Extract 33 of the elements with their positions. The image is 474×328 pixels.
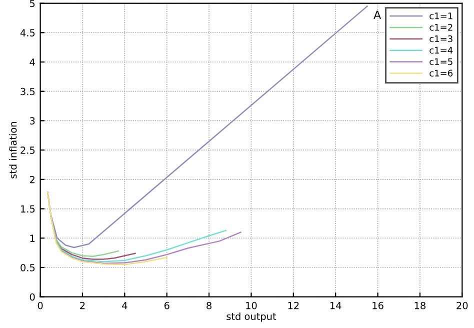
y-axis-title: std inflation [9, 122, 17, 178]
x-tick-label: 6 [164, 302, 170, 310]
x-tick-label: 12 [288, 302, 299, 310]
line-series [47, 192, 168, 266]
annotation: A [374, 10, 382, 19]
y-tick-label: 2.5 [20, 146, 35, 154]
x-tick-label: 20 [456, 302, 468, 310]
y-tick-label: 4 [30, 58, 35, 66]
legend-label: c1=2 [430, 24, 452, 31]
y-tick-label: 0 [30, 293, 35, 301]
x-tick-label: 18 [414, 302, 426, 310]
y-tick-label: 3.5 [20, 88, 35, 96]
y-tick-label: 0.5 [20, 264, 35, 272]
legend-label: c1=1 [430, 12, 452, 20]
y-tick-label: 1 [30, 234, 35, 242]
y-tick-label: 3 [30, 117, 35, 125]
legend-label: c1=5 [430, 58, 452, 66]
x-tick-label: 2 [80, 302, 85, 310]
y-tick-label: 2 [30, 176, 34, 184]
y-tick-label: 1.5 [21, 205, 35, 213]
x-tick-label: 14 [330, 302, 342, 310]
x-axis-title: std output [226, 312, 276, 322]
x-tick-label: 8 [206, 302, 212, 310]
x-tick-label: 4 [122, 302, 128, 310]
legend-label: c1=4 [430, 46, 453, 54]
x-tick-label: 0 [38, 302, 43, 310]
x-tick-label: 16 [372, 302, 384, 310]
line-series [47, 6, 368, 248]
legend-label: c1=6 [430, 70, 453, 77]
y-tick-label: 4.5 [20, 29, 35, 36]
legend-label: c1=3 [430, 35, 452, 42]
y-tick-label: 5 [30, 0, 35, 8]
x-tick-label: 10 [246, 302, 257, 310]
